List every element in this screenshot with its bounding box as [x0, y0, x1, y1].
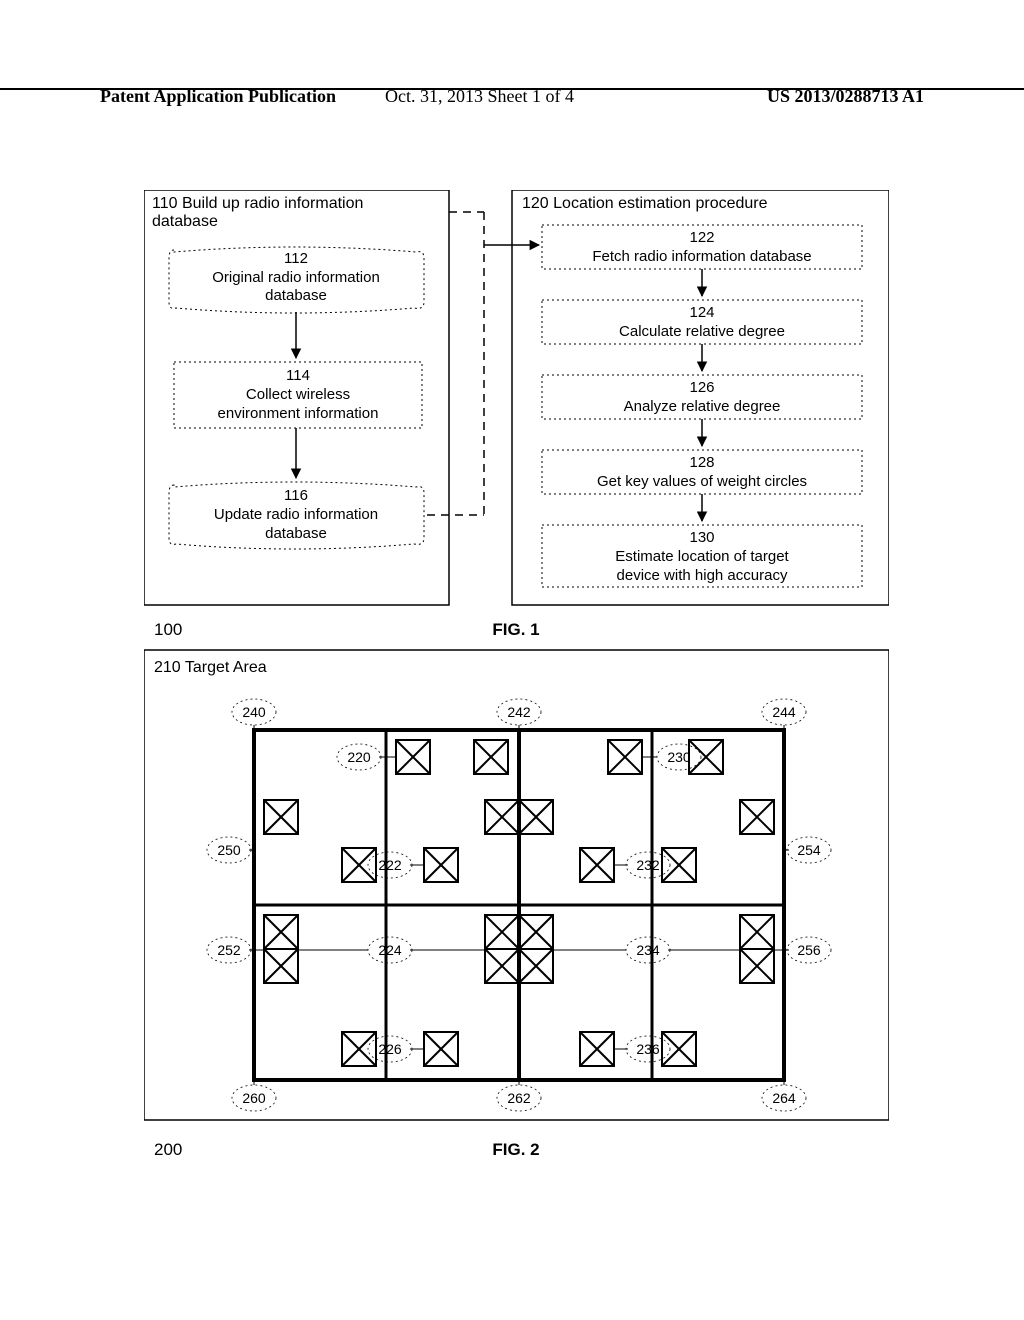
b124-num: 124 [689, 304, 714, 321]
xbox [485, 800, 519, 834]
lbl-242: 242 [497, 699, 541, 730]
xbox [264, 949, 298, 983]
b122-l1: Fetch radio information database [592, 248, 811, 265]
xbox [519, 800, 553, 834]
fig2-group: 210 Target Area [144, 650, 889, 1159]
box-112: 112 Original radio information database [169, 247, 424, 313]
b114-l1: Collect wireless [246, 386, 350, 403]
b130-l1: Estimate location of target [615, 548, 789, 565]
svg-text:244: 244 [772, 704, 796, 720]
lbl-260: 260 [232, 1080, 276, 1111]
b112-num: 112 [284, 250, 308, 267]
xbox [519, 949, 553, 983]
svg-text:230: 230 [667, 749, 691, 765]
fig1-left-title-line2: database [152, 213, 218, 230]
svg-text:234: 234 [636, 942, 660, 958]
svg-text:254: 254 [797, 842, 821, 858]
box-126: 126 Analyze relative degree [542, 375, 862, 419]
box-114: 114 Collect wireless environment informa… [174, 362, 422, 428]
lbl-254: 254 [784, 837, 831, 863]
svg-text:250: 250 [217, 842, 241, 858]
header-left: Patent Application Publication [100, 86, 336, 107]
fig1-right-title: 120 Location estimation procedure [522, 195, 768, 212]
fig1-ref100: 100 [154, 620, 182, 639]
b114-l2: environment information [218, 405, 379, 422]
b112-l1: Original radio information [212, 269, 380, 286]
b122-num: 122 [689, 229, 714, 246]
xbox [342, 848, 376, 882]
svg-text:242: 242 [507, 704, 531, 720]
svg-text:264: 264 [772, 1090, 796, 1106]
svg-text:226: 226 [378, 1041, 402, 1057]
xbox [424, 1032, 458, 1066]
xbox [264, 915, 298, 949]
b114-num: 114 [286, 367, 310, 384]
svg-text:236: 236 [636, 1041, 660, 1057]
b116-l1: Update radio information [214, 506, 378, 523]
header-center: Oct. 31, 2013 Sheet 1 of 4 [385, 86, 574, 107]
b126-num: 126 [689, 379, 714, 396]
xbox [580, 1032, 614, 1066]
lbl-224: 224 [298, 937, 485, 963]
fig2-caption: FIG. 2 [492, 1140, 539, 1159]
xbox [740, 915, 774, 949]
fig1-group: 110 Build up radio information database … [144, 190, 889, 639]
xbox [740, 800, 774, 834]
xbox [519, 915, 553, 949]
lbl-234: 234 [553, 937, 740, 963]
xbox [662, 1032, 696, 1066]
fig2-target-area: 210 Target Area [154, 659, 267, 676]
xbox [580, 848, 614, 882]
svg-text:240: 240 [242, 704, 266, 720]
svg-text:232: 232 [636, 857, 660, 873]
b126-l1: Analyze relative degree [624, 398, 781, 415]
b128-l1: Get key values of weight circles [597, 473, 807, 490]
lbl-262: 262 [497, 1080, 541, 1111]
svg-text:252: 252 [217, 942, 241, 958]
svg-text:220: 220 [347, 749, 371, 765]
b116-l2: database [265, 525, 327, 542]
box-122: 122 Fetch radio information database [542, 225, 862, 269]
xbox [662, 848, 696, 882]
svg-text:262: 262 [507, 1090, 531, 1106]
lbl-244: 244 [762, 699, 806, 730]
box-116: 116 Update radio information database [169, 482, 424, 549]
lbl-240: 240 [232, 699, 276, 730]
xbox [608, 740, 642, 774]
b130-l2: device with high accuracy [617, 567, 788, 584]
fig1-left-title-num: 110 Build up radio information [152, 195, 363, 212]
b116-num: 116 [284, 487, 308, 504]
xbox [740, 949, 774, 983]
b128-num: 128 [689, 454, 714, 471]
xbox [264, 800, 298, 834]
svg-text:224: 224 [378, 942, 402, 958]
b124-l1: Calculate relative degree [619, 323, 785, 340]
lbl-250: 250 [207, 837, 254, 863]
box-128: 128 Get key values of weight circles [542, 450, 862, 494]
page-header: Patent Application Publication Oct. 31, … [0, 86, 1024, 90]
b112-l2: database [265, 287, 327, 304]
xbox [474, 740, 508, 774]
xbox [396, 740, 430, 774]
xbox [485, 915, 519, 949]
box-130: 130 Estimate location of target device w… [542, 525, 862, 587]
xbox [485, 949, 519, 983]
svg-text:256: 256 [797, 942, 821, 958]
xbox [342, 1032, 376, 1066]
figure-stage: 110 Build up radio information database … [144, 190, 889, 1190]
xbox [689, 740, 723, 774]
figures-svg: 110 Build up radio information database … [144, 190, 889, 1190]
xbox [424, 848, 458, 882]
lbl-264: 264 [762, 1080, 806, 1111]
header-right: US 2013/0288713 A1 [767, 86, 924, 107]
fig2-ref200: 200 [154, 1140, 182, 1159]
svg-text:260: 260 [242, 1090, 266, 1106]
svg-text:222: 222 [378, 857, 402, 873]
fig1-caption: FIG. 1 [492, 620, 539, 639]
box-124: 124 Calculate relative degree [542, 300, 862, 344]
b130-num: 130 [689, 529, 714, 546]
